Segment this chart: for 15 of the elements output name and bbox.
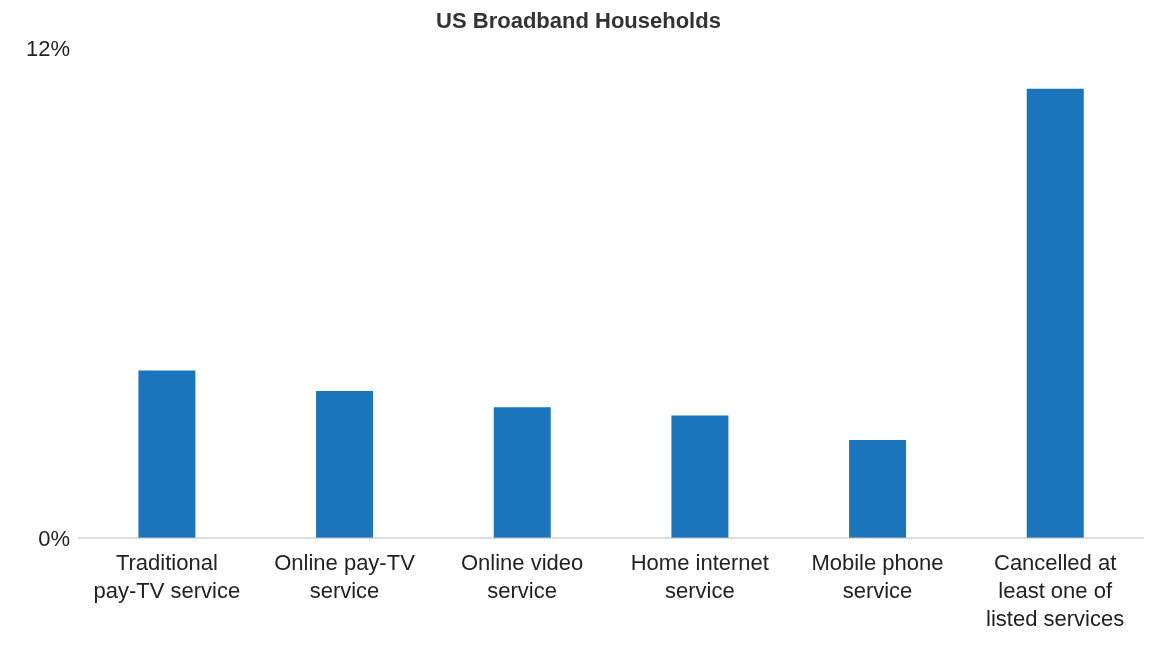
bar	[493, 407, 551, 538]
bar	[1026, 88, 1084, 538]
chart-title: US Broadband Households	[436, 8, 721, 33]
bar	[138, 370, 196, 538]
y-tick-label: 0%	[38, 525, 70, 551]
x-tick-label: Cancelled at least one of listed services	[986, 550, 1125, 631]
x-tick-label: Home internet service	[630, 550, 769, 603]
x-tick-label: Online video service	[461, 550, 584, 603]
x-tick-label: Online pay-TV service	[274, 550, 416, 603]
x-tick-label: Traditional pay-TV service	[93, 550, 241, 603]
bar	[671, 415, 729, 538]
bar	[849, 440, 907, 538]
bar	[316, 391, 374, 538]
y-tick-label: 12%	[25, 35, 70, 61]
x-tick-label: Mobile phone service	[811, 550, 944, 603]
